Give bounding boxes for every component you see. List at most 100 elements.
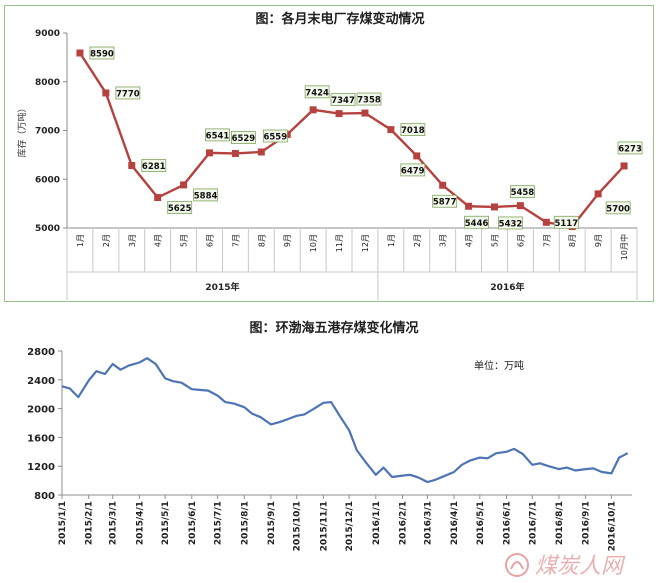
- x-tick-label: 2015/3/1: [109, 501, 119, 545]
- data-point: [76, 49, 84, 57]
- data-point: [180, 181, 188, 189]
- data-label-box: [356, 92, 382, 106]
- data-point: [309, 106, 317, 114]
- chart-title: 图：各月末电厂存煤变动情况: [255, 11, 424, 27]
- x-tick-label: 2015/1/1: [58, 501, 68, 545]
- x-tick-label: 2月: [413, 234, 422, 247]
- group-label: 2016年: [490, 281, 524, 293]
- data-label-box: [400, 123, 426, 137]
- x-tick-label: 7月: [542, 234, 551, 247]
- data-point: [154, 194, 162, 202]
- data-point: [491, 203, 498, 211]
- x-tick-label: 1月: [387, 234, 396, 247]
- y-tick-label: 1200: [27, 462, 55, 473]
- data-label: 5432: [499, 219, 523, 229]
- data-point: [620, 162, 628, 170]
- data-label: 6273: [618, 144, 642, 154]
- data-point: [206, 149, 213, 157]
- x-tick-label: 2015/4/1: [135, 501, 145, 545]
- data-label-box: [400, 163, 426, 177]
- data-label: 7358: [357, 96, 381, 106]
- data-point: [231, 149, 239, 157]
- data-point: [594, 190, 602, 198]
- x-tick-label: 3月: [128, 234, 137, 247]
- x-tick-label: 2015/6/1: [188, 501, 198, 545]
- x-tick-label: 5月: [491, 234, 500, 247]
- x-tick-label: 9月: [283, 234, 292, 247]
- y-tick-label: 1600: [27, 433, 55, 444]
- x-tick-label: 12月: [361, 234, 370, 252]
- watermark-icon: 煤炭人网: [505, 553, 626, 579]
- data-label: 6559: [263, 132, 287, 142]
- data-label: 5877: [433, 198, 457, 208]
- data-label: 5458: [511, 188, 535, 198]
- x-tick-label: 2015/2/1: [85, 501, 95, 545]
- y-tick-label: 7000: [35, 127, 60, 137]
- x-tick-label: 2016/1/1: [372, 501, 382, 545]
- data-label-box: [262, 129, 288, 143]
- y-tick-label: 6000: [35, 175, 60, 185]
- data-point: [335, 110, 343, 118]
- y-tick-label: 8000: [35, 78, 60, 88]
- data-point: [465, 202, 473, 210]
- x-tick-label: 7月: [231, 234, 240, 247]
- watermark-text: 煤炭人网: [535, 554, 626, 579]
- x-tick-label: 2015/11/1: [319, 501, 329, 551]
- x-tick-label: 10月中: [619, 234, 629, 260]
- x-tick-label: 1月: [76, 234, 85, 247]
- series-line: [78, 52, 625, 228]
- data-label-box: [115, 86, 141, 100]
- x-tick-label: 10月: [309, 234, 318, 252]
- x-tick-label: 2月: [102, 234, 111, 247]
- data-label-box: [432, 194, 458, 208]
- y-tick-label: 9000: [35, 29, 60, 39]
- data-label-box: [231, 131, 256, 144]
- x-tick-label: 2016/9/1: [582, 501, 592, 545]
- data-label-box: [498, 216, 523, 230]
- x-tick-label: 2015/10/1: [293, 501, 303, 551]
- data-label: 5700: [606, 204, 630, 214]
- x-tick-label: 6月: [516, 234, 525, 247]
- chart-panel-power-plant-stock: 图：各月末电厂存煤变动情况库存（万吨） 5000 6000 7000 8000 9000 1…: [4, 5, 654, 302]
- watermark-logo: 煤炭人网: [503, 547, 653, 581]
- data-label-box: [167, 201, 193, 214]
- x-tick-label: 2015/5/1: [161, 501, 171, 545]
- data-point: [257, 148, 265, 156]
- x-tick-label: 2016/2/1: [398, 501, 408, 545]
- data-label: 7018: [401, 126, 425, 136]
- data-label: 6479: [401, 166, 425, 176]
- data-label: 7424: [305, 88, 329, 98]
- series-line: [61, 357, 629, 484]
- x-tick-label: 3月: [439, 234, 448, 247]
- data-label-box: [464, 215, 489, 229]
- data-point: [387, 126, 395, 134]
- data-label-box: [89, 46, 115, 60]
- data-label: 5625: [168, 204, 192, 214]
- data-label-box: [617, 141, 643, 155]
- chart-title: 图：环渤海五港存煤变化情况: [249, 320, 418, 336]
- data-label-box: [205, 128, 230, 142]
- y-tick-label: 2400: [27, 376, 55, 387]
- x-tick-label: 2015/9/1: [267, 501, 277, 545]
- x-tick-label: 2015/8/1: [240, 501, 250, 545]
- data-label-box: [193, 188, 218, 202]
- data-label-box: [330, 93, 356, 106]
- data-label: 7770: [116, 89, 140, 99]
- data-point: [102, 89, 110, 97]
- x-tick-label: 2016/5/1: [476, 501, 486, 545]
- data-label: 5446: [465, 219, 489, 229]
- y-tick-label: 5000: [35, 224, 60, 234]
- data-label: 7347: [331, 96, 355, 106]
- y-axis-label: 库存（万吨）: [16, 103, 28, 157]
- data-label-box: [510, 185, 535, 199]
- unit-annotation: 单位：万吨: [474, 359, 524, 372]
- data-point: [413, 152, 421, 160]
- data-label-box: [605, 201, 631, 215]
- data-label: 6541: [206, 131, 230, 141]
- x-tick-label: 2015/7/1: [214, 501, 224, 545]
- x-tick-label: 9月: [594, 234, 603, 247]
- data-label: 6529: [232, 134, 256, 144]
- x-tick-label: 8月: [568, 234, 577, 247]
